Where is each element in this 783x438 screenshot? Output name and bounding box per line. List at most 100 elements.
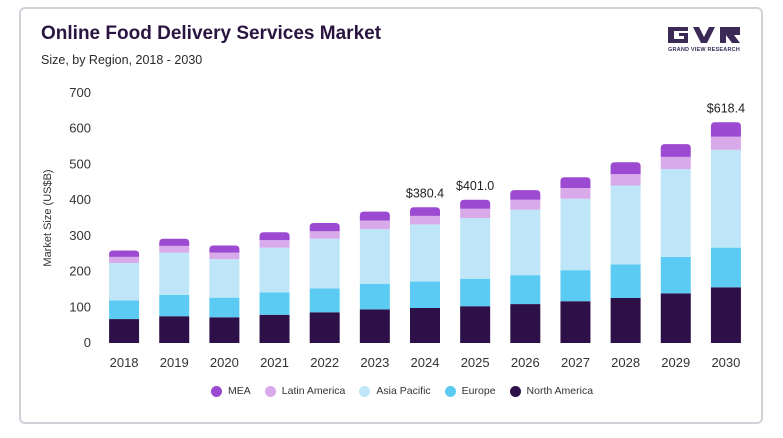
bar-segment-asia-pacific	[460, 218, 491, 279]
legend-item: Latin America	[264, 385, 346, 397]
x-tick-label: 2022	[310, 355, 339, 370]
bar-segment-north-america	[660, 293, 691, 343]
bar-segment-asia-pacific	[660, 169, 691, 257]
bar-segment-asia-pacific	[109, 263, 140, 301]
bar-segment-north-america	[359, 309, 390, 343]
x-tick-label: 2019	[160, 355, 189, 370]
bar-segment-europe	[109, 300, 140, 320]
bar-segment-latin-america	[359, 220, 390, 230]
bar-segment-latin-america	[460, 208, 491, 218]
bar-segment-mea	[410, 207, 440, 216]
y-tick-label: 600	[69, 121, 91, 136]
bar-segment-europe	[259, 292, 290, 315]
bar-segment-europe	[560, 270, 591, 302]
legend-item: MEA	[211, 385, 251, 397]
legend-item: North America	[509, 385, 594, 397]
x-tick-label: 2021	[260, 355, 289, 370]
bar-segment-europe	[710, 247, 741, 288]
bar-segment-north-america	[109, 319, 140, 343]
chart-card: Online Food Delivery Services Market Siz…	[19, 7, 763, 424]
bar-segment-mea	[259, 232, 290, 241]
bar-segment-europe	[159, 294, 190, 317]
legend-swatch-icon	[509, 385, 521, 397]
x-tick-label: 2026	[511, 355, 540, 370]
grand-view-research-logo: GRAND VIEW RESEARCH	[666, 25, 742, 55]
bar-segment-mea	[610, 162, 641, 175]
bar-segment-north-america	[710, 287, 741, 343]
bar-segment-asia-pacific	[209, 259, 240, 298]
bar-segment-asia-pacific	[560, 198, 591, 271]
bar-segment-mea	[460, 199, 491, 209]
y-tick-label: 100	[69, 299, 91, 314]
bar-total-label: $380.4	[406, 186, 444, 200]
legend-label: Europe	[461, 385, 496, 397]
bar-segment-mea	[109, 250, 140, 257]
bar-segment-asia-pacific	[359, 229, 390, 284]
legend-swatch-icon	[211, 385, 222, 397]
x-tick-label: 2020	[210, 355, 239, 370]
bar-segment-mea	[510, 190, 541, 200]
bar-segment-mea	[660, 144, 691, 157]
bar-segment-latin-america	[410, 215, 440, 225]
bar-segment-europe	[359, 283, 390, 310]
bar-segment-north-america	[410, 308, 440, 343]
chart-subtitle: Size, by Region, 2018 - 2030	[41, 53, 203, 67]
bar-segment-north-america	[460, 306, 491, 343]
bar-segment-latin-america	[159, 245, 190, 253]
bar-segment-north-america	[309, 312, 340, 343]
y-tick-label: 400	[69, 192, 91, 207]
x-tick-label: 2027	[561, 355, 590, 370]
x-tick-label: 2023	[360, 355, 389, 370]
bar-segment-north-america	[610, 298, 641, 343]
legend-label: Latin America	[281, 385, 346, 397]
logo-mark-icon	[666, 25, 742, 45]
bar-segment-asia-pacific	[610, 185, 641, 265]
x-tick-label: 2030	[711, 355, 740, 370]
bar-segment-north-america	[259, 314, 290, 343]
x-tick-label: 2029	[661, 355, 690, 370]
y-tick-label: 300	[69, 228, 91, 243]
legend-swatch-icon	[264, 385, 276, 397]
bar-segment-asia-pacific	[259, 247, 290, 293]
bar-segment-asia-pacific	[510, 209, 541, 276]
bar-segment-europe	[660, 256, 691, 294]
bar-segment-latin-america	[510, 199, 541, 210]
bar-segment-europe	[309, 288, 340, 313]
legend-label: Asia Pacific	[376, 385, 431, 397]
bar-segment-latin-america	[309, 231, 340, 239]
bar-segment-latin-america	[710, 136, 741, 150]
chart-title: Online Food Delivery Services Market	[41, 23, 382, 44]
x-tick-label: 2018	[110, 355, 139, 370]
chart-legend: MEA Latin America Asia Pacific Europe North …	[211, 385, 593, 397]
bar-segment-latin-america	[259, 240, 290, 248]
bar-segment-latin-america	[209, 252, 240, 260]
x-tick-label: 2025	[461, 355, 490, 370]
y-axis-title: Market Size (US$B)	[42, 169, 54, 266]
bar-segment-europe	[209, 297, 240, 318]
bar-segment-asia-pacific	[309, 238, 340, 289]
stacked-bar-chart: 0 100 200 300 400 500 600 700 Market Size (US$B)…	[42, 85, 745, 370]
bar-segment-europe	[510, 275, 541, 305]
legend-label: North America	[526, 385, 594, 397]
legend-swatch-icon	[359, 385, 371, 397]
bar-segment-asia-pacific	[710, 149, 741, 248]
y-tick-label: 700	[69, 85, 91, 100]
bar-segment-north-america	[560, 301, 591, 343]
bar-segment-north-america	[510, 304, 541, 343]
bar-segment-latin-america	[610, 174, 641, 186]
logo-text: GRAND VIEW RESEARCH	[668, 47, 740, 53]
y-tick-label: 0	[84, 335, 91, 350]
bar-segment-mea	[560, 177, 591, 188]
bar-segment-latin-america	[660, 156, 691, 170]
legend-item: Europe	[444, 385, 496, 397]
bar-segment-north-america	[159, 316, 190, 343]
bar-segment-asia-pacific	[159, 252, 190, 295]
bar-segment-mea	[209, 245, 240, 253]
y-tick-label: 200	[69, 264, 91, 279]
bar-segment-asia-pacific	[410, 224, 440, 282]
bar-segment-latin-america	[109, 256, 140, 263]
y-tick-label: 500	[69, 156, 91, 171]
legend-item: Asia Pacific	[359, 385, 431, 397]
x-tick-label: 2024	[411, 355, 440, 370]
bar-segment-mea	[359, 211, 390, 221]
